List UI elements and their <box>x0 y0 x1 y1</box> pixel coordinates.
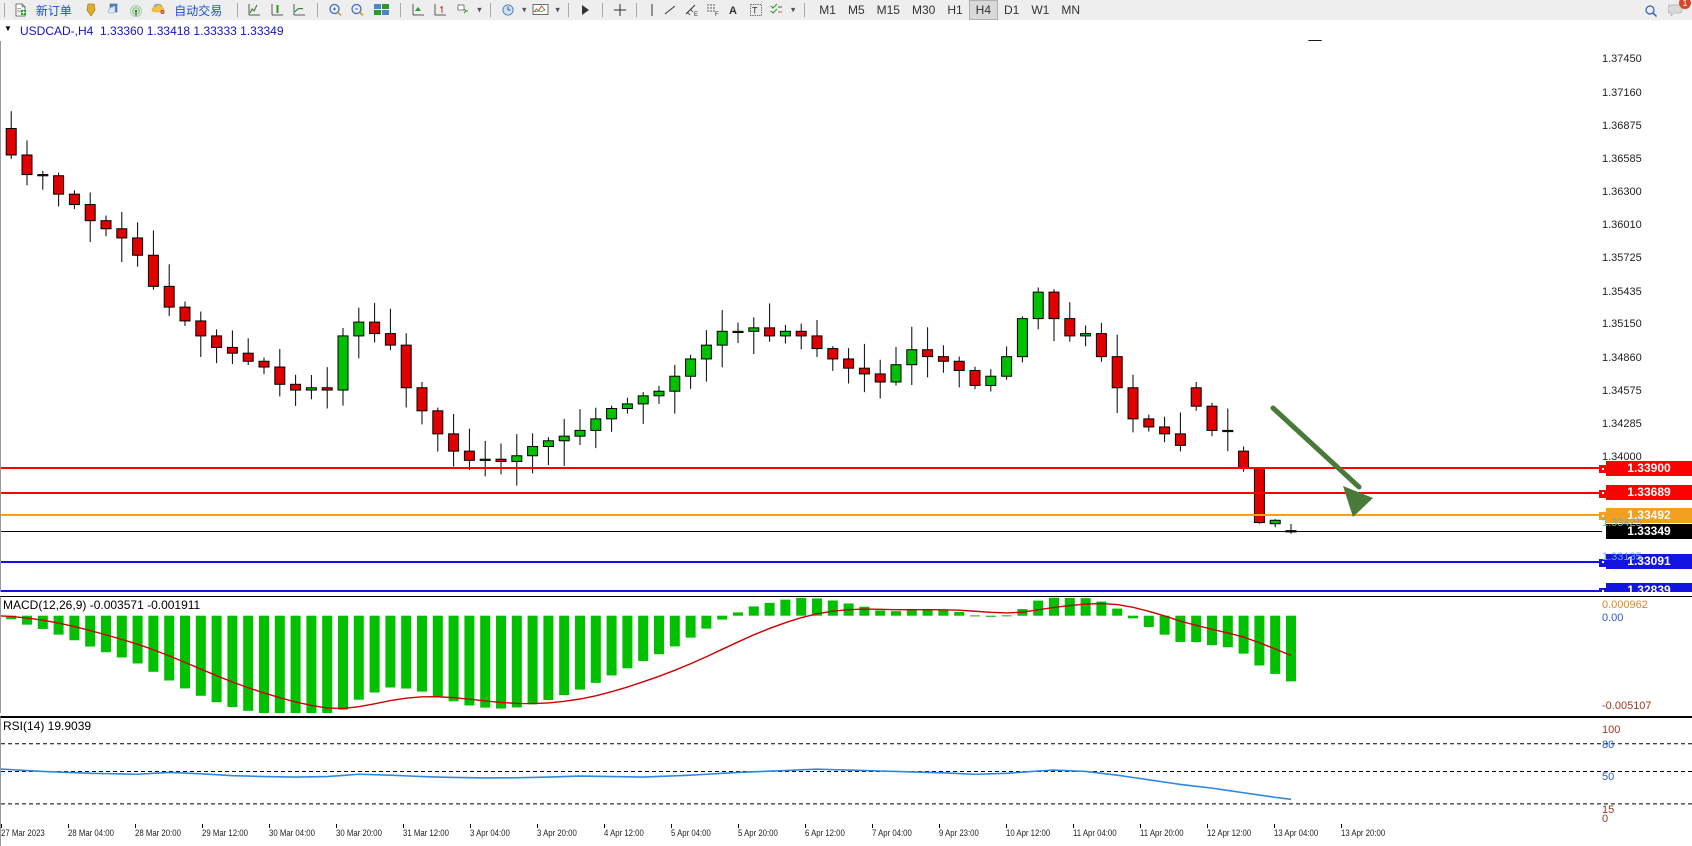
svg-text:T: T <box>752 6 758 16</box>
svg-text:F: F <box>715 12 719 17</box>
svg-text:E: E <box>694 12 698 17</box>
svg-text:A: A <box>729 5 737 17</box>
